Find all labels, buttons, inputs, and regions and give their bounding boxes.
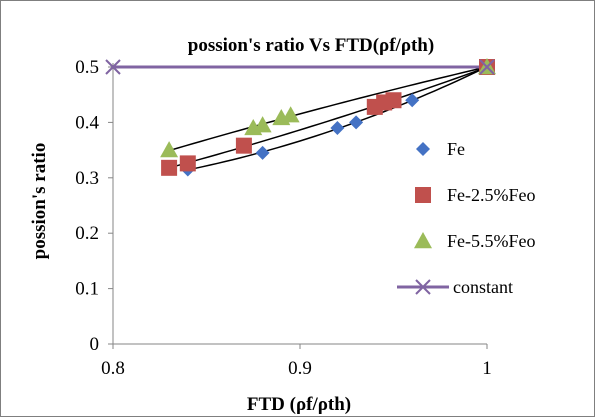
x-tick-label: 0.9	[288, 358, 312, 379]
data-point-fe-2-5-feo	[179, 155, 196, 172]
data-point-fe	[255, 145, 270, 160]
legend-label-fe: Fe	[447, 139, 465, 159]
data-point-constant	[105, 59, 121, 75]
legend-label-constant: constant	[453, 277, 513, 297]
y-axis-title: possion's ratio	[29, 143, 50, 260]
data-point-fe-2-5-feo	[235, 137, 252, 154]
y-tick-label: 0.5	[75, 57, 99, 78]
legend-marker-fe-2-5-feo	[415, 187, 431, 203]
x-tick-label: 0.8	[101, 358, 125, 379]
y-tick-label: 0	[90, 334, 100, 355]
data-point-constant	[479, 59, 495, 75]
chart-title: possion's ratio Vs FTD(ρf/ρth)	[188, 35, 434, 56]
legend-marker-constant	[415, 279, 431, 295]
data-point-fe-5-5-feo	[253, 116, 272, 133]
plot-area: 0 0.1 0.2 0.3 0.4 0.5 0.8 0.9 1	[75, 57, 496, 379]
y-tick-label: 0.4	[75, 112, 99, 133]
trendline-fe-2-5-feo	[168, 66, 488, 169]
x-tick-label: 1	[482, 358, 492, 379]
data-point-fe-5-5-feo	[281, 106, 300, 123]
data-point-fe-2-5-feo	[385, 92, 402, 109]
chart-legend: Fe Fe-2.5%Feo Fe-5.5%Feo constant	[397, 139, 536, 297]
x-stroke	[105, 59, 121, 75]
legend-label-fe-2-5-feo: Fe-2.5%Feo	[447, 185, 536, 205]
x-axis-title: FTD (ρf/ρth)	[247, 394, 351, 415]
legend-marker-fe-5-5-feo	[414, 232, 432, 249]
data-point-fe	[405, 93, 420, 108]
data-point-fe-5-5-feo	[160, 141, 179, 158]
data-point-fe	[330, 120, 345, 135]
legend-marker-fe	[416, 142, 430, 156]
x-stroke	[415, 279, 431, 295]
legend-label-fe-5-5-feo: Fe-5.5%Feo	[447, 231, 536, 251]
y-tick-label: 0.3	[75, 168, 99, 189]
trendline-fe-5-5-feo	[168, 66, 488, 152]
y-tick-label: 0.1	[75, 279, 99, 300]
y-tick-label: 0.2	[75, 223, 99, 244]
x-stroke	[479, 59, 495, 75]
data-point-fe-2-5-feo	[161, 159, 178, 176]
data-point-fe	[349, 115, 364, 130]
